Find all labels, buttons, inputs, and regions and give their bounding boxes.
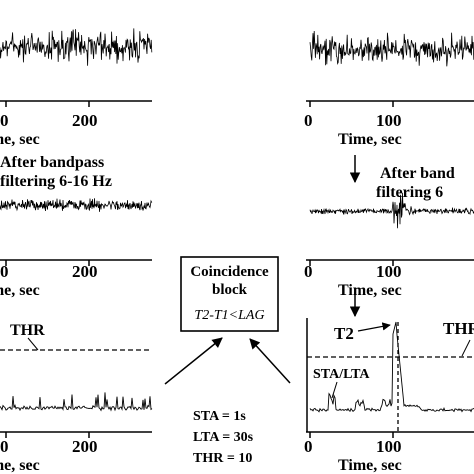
param-lta: LTA = 30s — [193, 430, 254, 445]
sta-lta-pointer — [331, 381, 338, 399]
left-mid-tick-label-200: 200 — [72, 262, 98, 281]
sta-lta-label: STA/LTA — [313, 367, 370, 382]
coincidence-block-box — [180, 256, 279, 332]
right-top-xlabel: Time, sec — [338, 131, 402, 148]
left-top-xlabel: Time, sec — [0, 131, 40, 148]
left-sta-lta-trace — [0, 392, 153, 412]
right-mid-tick-label-100: 100 — [376, 262, 402, 281]
right-to-block-arrow — [249, 338, 291, 384]
right-bottom-tick-label-100: 100 — [376, 437, 402, 456]
left-to-block-arrow — [164, 337, 223, 385]
left-bottom-tick-label-200: 200 — [72, 437, 98, 456]
coincidence-title: Coincidence — [190, 264, 269, 280]
right-mid-tick-label-0: 0 — [304, 262, 313, 281]
right-filtered-trace — [309, 192, 474, 229]
right-thr-pointer — [461, 339, 471, 357]
right-top-tick-label-100: 100 — [376, 111, 402, 130]
right-mid-xlabel: Time, sec — [338, 282, 402, 299]
coincidence-condition: T2-T1<LAG — [194, 308, 264, 323]
left-filtered-trace — [0, 198, 153, 212]
right-bottom-tick-label-0: 0 — [304, 437, 313, 456]
left-thr-label: THR — [10, 322, 45, 339]
left-thr-pointer — [27, 337, 39, 351]
left-top-tick-label-0: 0 — [0, 111, 9, 130]
t2-arrow — [357, 322, 391, 332]
left-mid-xlabel: Time, sec — [0, 282, 40, 299]
param-thr: THR = 10 — [193, 451, 252, 466]
right-raw-trace — [309, 30, 474, 67]
left-mid-tick-label-0: 0 — [0, 262, 9, 281]
left-bottom-xlabel: Time, sec — [0, 457, 40, 474]
left-mid-title-line1: After bandpass — [0, 154, 104, 171]
right-bottom-xlabel: Time, sec — [338, 457, 402, 474]
right-mid-title-line1: After band — [380, 165, 455, 182]
coincidence-subtitle: block — [212, 282, 248, 298]
left-bottom-tick-label-0: 0 — [0, 437, 9, 456]
param-sta: STA = 1s — [193, 409, 246, 424]
right-sta-lta-trace — [309, 321, 474, 413]
t2-label: T2 — [334, 324, 354, 343]
left-mid-title-line2: filtering 6-16 Hz — [0, 173, 112, 190]
left-top-tick-label-200: 200 — [72, 111, 98, 130]
right-top-tick-label-0: 0 — [304, 111, 313, 130]
right-mid-title-line2: filtering 6 — [376, 184, 443, 201]
left-raw-trace — [0, 28, 153, 66]
right-thr-label: THR — [443, 319, 474, 338]
